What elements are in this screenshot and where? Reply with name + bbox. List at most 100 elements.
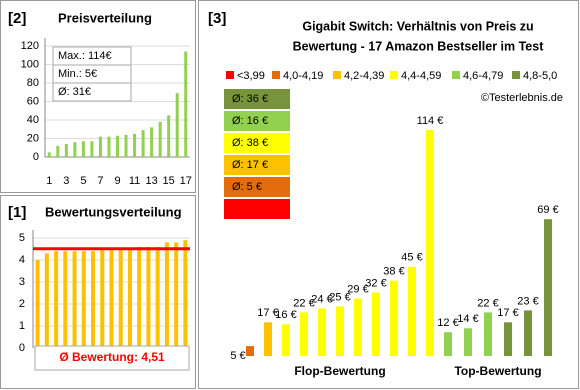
- average-box: [224, 177, 290, 197]
- value-label: 114 €: [417, 115, 444, 127]
- value-label: 38 €: [383, 266, 404, 278]
- bar: [73, 142, 77, 157]
- y-tick-label: 1: [19, 320, 25, 332]
- bar: [484, 312, 492, 356]
- y-tick-label: 4: [19, 254, 25, 266]
- legend-label: 4,6-4,79: [463, 70, 503, 82]
- legend-label: 4,2-4,39: [344, 70, 384, 82]
- annotation: Ø: 31€: [58, 86, 91, 98]
- annotation: Min.: 5€: [58, 68, 97, 80]
- mean-box: [34, 345, 190, 371]
- bar: [183, 240, 188, 348]
- y-tick-label: 80: [27, 77, 39, 89]
- x-tick-label: 11: [129, 175, 140, 187]
- chart-title: Preisverteilung: [58, 10, 152, 25]
- y-tick-label: 0: [33, 151, 39, 163]
- group-label: Top-Bewertung: [454, 364, 541, 378]
- bar: [100, 249, 105, 348]
- bar: [390, 280, 398, 356]
- value-label: 24 €: [311, 293, 332, 305]
- bar: [174, 242, 179, 348]
- value-label: 22 €: [293, 297, 314, 309]
- annotation: Max.: 114€: [58, 50, 112, 62]
- bar: [464, 328, 472, 356]
- value-label: 17 €: [497, 307, 518, 319]
- average-box: [224, 111, 290, 131]
- average-box: [224, 155, 290, 175]
- bar: [64, 144, 68, 157]
- average-label: Ø: 38 €: [232, 137, 268, 149]
- bar: [150, 127, 154, 157]
- bar: [137, 246, 142, 348]
- y-tick-label: 120: [21, 40, 39, 52]
- bar: [146, 246, 151, 348]
- value-label: 29 €: [347, 283, 368, 295]
- bar: [175, 93, 179, 157]
- bar: [141, 130, 145, 157]
- bar: [184, 51, 188, 157]
- x-tick-label: 17: [180, 175, 192, 187]
- bar: [158, 121, 162, 157]
- bar: [118, 249, 123, 348]
- value-label: 22 €: [477, 297, 498, 309]
- average-label: Ø: 17 €: [232, 159, 268, 171]
- average-box: [224, 133, 290, 153]
- bar: [90, 141, 94, 157]
- bar: [133, 133, 137, 157]
- mean-label: Ø Bewertung: 4,51: [59, 350, 165, 364]
- value-label: 32 €: [365, 277, 386, 289]
- bar: [504, 322, 512, 356]
- bar: [116, 135, 119, 157]
- legend-label: 4,4-4,59: [401, 70, 441, 82]
- bar: [164, 242, 169, 348]
- bar: [63, 251, 68, 348]
- value-label: 25 €: [329, 291, 350, 303]
- legend-swatch: [512, 71, 520, 79]
- x-tick-label: 3: [63, 175, 69, 187]
- value-label: 5 €: [230, 350, 245, 362]
- bar: [109, 249, 114, 348]
- bar: [107, 136, 111, 157]
- bar: [444, 332, 452, 356]
- x-tick-label: 9: [114, 175, 120, 187]
- legend-swatch: [333, 71, 341, 79]
- legend-label: <3,99: [237, 70, 265, 82]
- group-label: Flop-Bewertung: [294, 364, 385, 378]
- y-tick-label: 0: [19, 342, 25, 354]
- y-tick-label: 40: [27, 114, 39, 126]
- value-label: 12 €: [437, 317, 458, 329]
- bar: [426, 130, 434, 356]
- value-label: 17 €: [257, 307, 278, 319]
- y-tick-label: 5: [19, 232, 25, 244]
- bar: [98, 136, 102, 157]
- x-tick-label: 15: [163, 175, 175, 187]
- bar: [282, 324, 290, 356]
- value-label: 14 €: [457, 313, 478, 325]
- bar: [318, 308, 326, 356]
- legend-swatch: [390, 71, 398, 79]
- bar: [167, 115, 171, 157]
- x-tick-label: 1: [46, 175, 52, 187]
- bar: [336, 306, 344, 356]
- value-label: 45 €: [401, 252, 422, 264]
- value-label: 16 €: [275, 309, 296, 321]
- chart-title: Gigabit Switch: Verhältnis von Preis zu: [302, 19, 533, 33]
- legend-swatch: [272, 71, 280, 79]
- y-tick-label: 3: [19, 276, 25, 288]
- bar: [44, 253, 49, 348]
- panel-label: [1]: [8, 204, 26, 221]
- bar: [47, 152, 51, 157]
- bar: [524, 310, 532, 356]
- bar: [300, 312, 308, 356]
- average-box: [224, 89, 290, 109]
- y-tick-label: 20: [27, 132, 39, 144]
- chart-title: Bewertung - 17 Amazon Bestseller im Test: [293, 39, 545, 53]
- chart-title: Bewertungsverteilung: [45, 204, 182, 219]
- bar: [56, 145, 60, 157]
- bar: [544, 219, 552, 356]
- x-tick-label: 7: [97, 175, 103, 187]
- bar: [408, 266, 416, 356]
- bar: [127, 249, 132, 348]
- bar: [354, 298, 362, 356]
- bar: [81, 141, 85, 157]
